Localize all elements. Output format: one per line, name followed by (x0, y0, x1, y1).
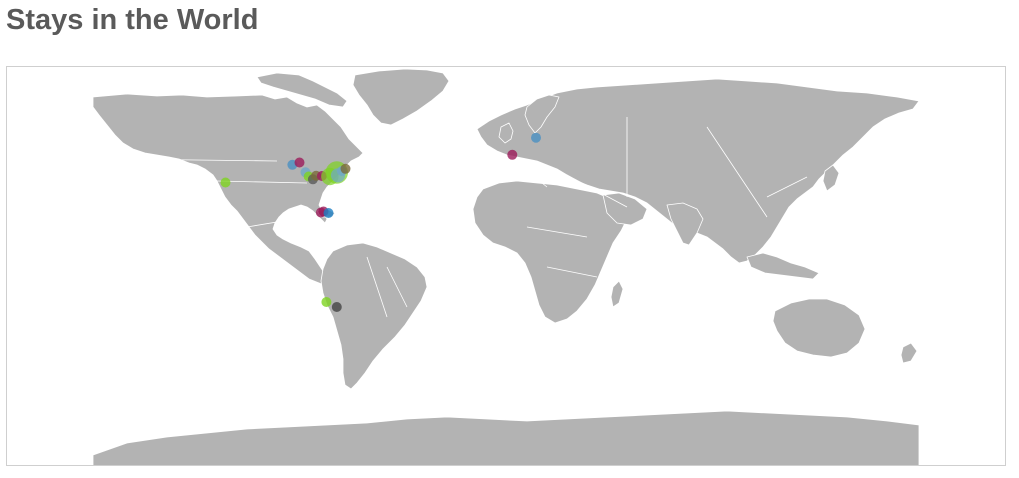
arctic-islands (256, 72, 348, 108)
stay-marker[interactable] (340, 163, 351, 174)
stay-marker[interactable] (531, 132, 541, 143)
country-borders (116, 117, 808, 318)
arabia (602, 192, 648, 226)
scandinavia (524, 94, 560, 134)
south-america (320, 242, 428, 390)
new-zealand (900, 342, 918, 364)
stay-marker[interactable] (220, 177, 231, 188)
stay-marker[interactable] (331, 302, 342, 312)
stay-markers (220, 132, 541, 312)
land-layer (92, 68, 920, 465)
greenland (352, 68, 450, 126)
world-map-canvas (92, 68, 920, 465)
page-title: Stays in the World (6, 4, 259, 36)
british-isles (498, 122, 514, 144)
world-map[interactable] (6, 66, 1006, 466)
southeast-asia (746, 252, 820, 280)
india (666, 202, 704, 246)
japan (822, 164, 840, 192)
stay-marker[interactable] (294, 157, 305, 168)
stay-marker[interactable] (321, 297, 332, 307)
stay-marker[interactable] (323, 208, 334, 218)
africa (472, 180, 628, 324)
antarctica (92, 410, 920, 465)
north-america (92, 93, 364, 292)
stay-marker[interactable] (507, 149, 518, 160)
australia (772, 298, 866, 358)
madagascar (610, 280, 624, 308)
